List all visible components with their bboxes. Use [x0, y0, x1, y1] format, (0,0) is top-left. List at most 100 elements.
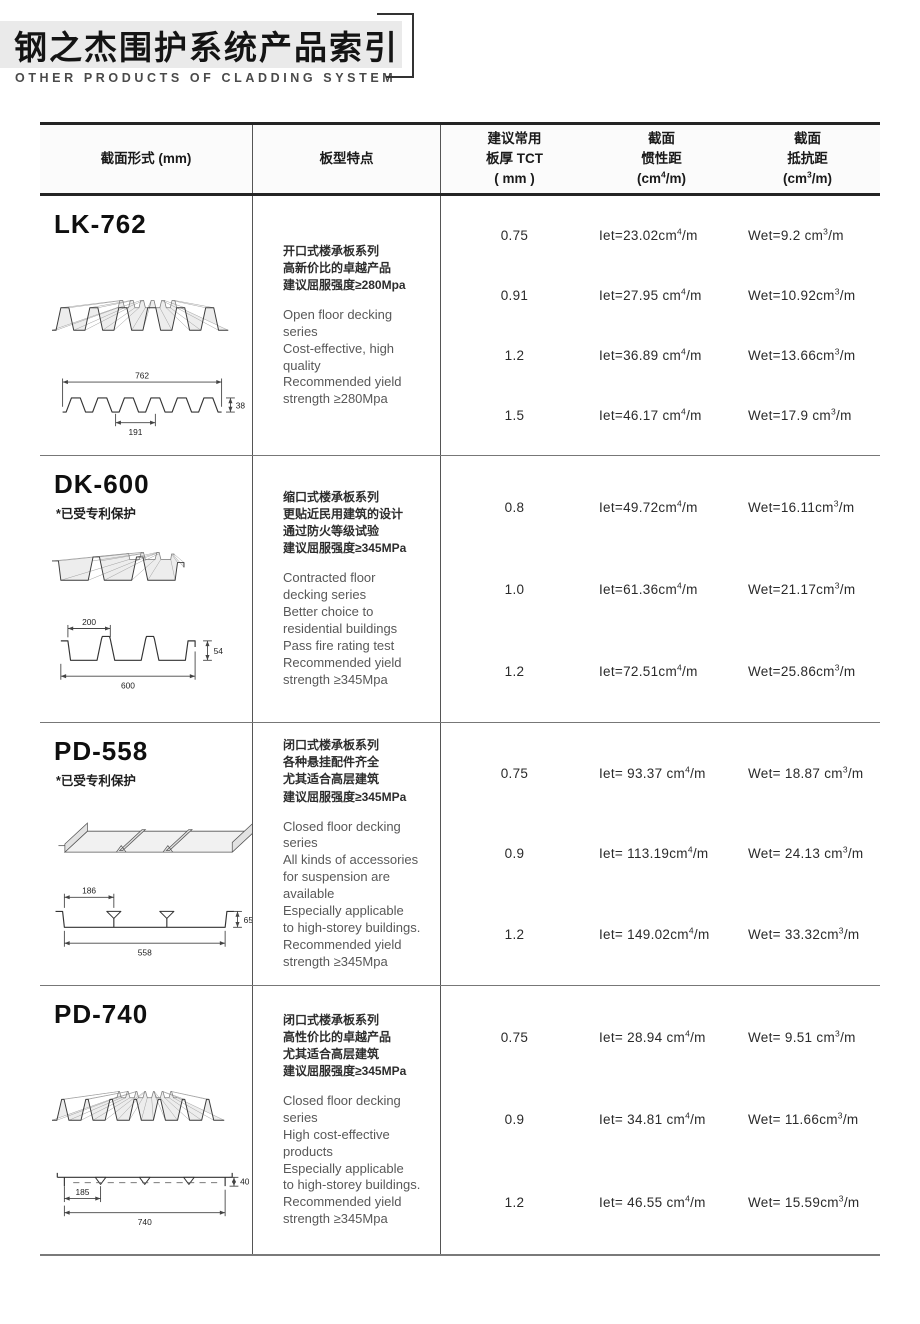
dim-label: 600 — [121, 681, 135, 691]
product-features-cell: 闭口式楼承板系列 高性价比的卓越产品 尤其适合高层建筑 建议屈服强度≥345MP… — [253, 986, 441, 1254]
product-profile-cell: DK-600 *已受专利保护 200 54 600 — [40, 456, 253, 722]
resistance-value: Wet= 24.13 cm3/m — [748, 844, 864, 862]
unit-pre: (cm — [783, 171, 808, 187]
thickness-value: 1.2 — [504, 927, 525, 943]
product-spec-rows: 0.75 Iet= 93.37 cm4/m Wet= 18.87 cm3/m 0.9 I… — [441, 723, 880, 985]
resistance-value: Wet= 33.32cm3/m — [748, 925, 860, 943]
spec-row: 1.2 Iet=36.89 cm4/m Wet=13.66cm3/m — [441, 347, 880, 363]
product-features-cell: 开口式楼承板系列 高新价比的卓越产品 建议屈服强度≥280Mpa Open fl… — [253, 196, 441, 455]
inertia-value: Iet=27.95 cm4/m — [599, 286, 702, 304]
dim-label: 558 — [138, 948, 152, 958]
profile-3d-view — [58, 822, 252, 853]
section-dimension-drawing: 762 38 191 — [62, 371, 246, 437]
col-header-inertia-l1: 截面 — [648, 130, 675, 146]
unit-exp: 3 — [807, 169, 812, 180]
product-name: DK-600 — [54, 469, 150, 499]
bracket-decoration — [377, 13, 414, 78]
product-row-pd-740: PD-740 40 185 740 闭口式楼承板系列 高性价比的卓越产品 尤其适合高… — [40, 986, 880, 1254]
inertia-value: Iet= 93.37 cm4/m — [599, 764, 706, 781]
dim-label: 740 — [138, 1217, 152, 1227]
thickness-value: 0.75 — [500, 1029, 529, 1045]
resistance-value: Wet= 11.66cm3/m — [748, 1110, 859, 1128]
product-name: PD-740 — [54, 999, 149, 1029]
dim-label: 191 — [128, 427, 142, 437]
inertia-value: Iet=46.17 cm4/m — [599, 406, 702, 423]
table-header-row: 截面形式 (mm) 板型特点 建议常用 板厚 TCT ( mm ) 截面 惯性距… — [40, 125, 880, 196]
dim-label: 186 — [82, 886, 96, 896]
spec-row: 1.2 Iet= 149.02cm4/m Wet= 33.32cm3/m — [441, 925, 880, 943]
product-row-dk-600: DK-600 *已受专利保护 200 54 600 缩口式楼承板系列 更贴近民用建筑… — [40, 456, 880, 723]
spec-row: 0.75 Iet=23.02cm4/m Wet=9.2 cm3/m — [441, 228, 880, 244]
spec-row: 0.9 Iet= 34.81 cm4/m Wet= 11.66cm3/m — [441, 1110, 880, 1128]
page-title: 钢之杰围护系统产品索引 — [14, 28, 399, 66]
resistance-value: Wet=10.92cm3/m — [748, 286, 856, 304]
unit-post: /m) — [811, 171, 832, 187]
features-english: Closed floor decking series High cost-ef… — [283, 1093, 421, 1227]
inertia-value: Iet= 28.94 cm4/m — [599, 1028, 706, 1045]
spec-row: 1.2 Iet= 46.55 cm4/m Wet= 15.59cm3/m — [441, 1193, 880, 1211]
features-chinese: 闭口式楼承板系列 各种悬挂配件齐全 尤其适合高层建筑 建议屈服强度≥345MPa — [283, 738, 407, 804]
product-table: 截面形式 (mm) 板型特点 建议常用 板厚 TCT ( mm ) 截面 惯性距… — [40, 122, 880, 1256]
col-header-resist-l1: 截面 — [794, 130, 821, 146]
unit-post: /m) — [665, 171, 686, 187]
section-dimension-drawing: 200 54 600 — [60, 617, 224, 691]
resistance-value: Wet= 9.51 cm3/m — [748, 1028, 856, 1045]
title-band: 钢之杰围护系统产品索引 — [0, 21, 402, 68]
resistance-value: Wet=17.9 cm3/m — [748, 406, 852, 423]
thickness-value: 0.91 — [500, 288, 529, 304]
col-header-section: 截面形式 (mm) — [40, 125, 253, 193]
col-header-resist-l2: 抵抗距 — [787, 150, 828, 166]
product-profile-cell: PD-740 40 185 740 — [40, 986, 253, 1254]
col-header-thickness: 建议常用 板厚 TCT ( mm ) — [441, 125, 588, 193]
product-spec-rows: 0.8 Iet=49.72cm4/m Wet=16.11cm3/m 1.0 Iet=61… — [441, 456, 880, 722]
spec-row: 1.0 Iet=61.36cm4/m Wet=21.17cm3/m — [441, 580, 880, 597]
inertia-value: Iet= 46.55 cm4/m — [599, 1193, 706, 1211]
dim-label: 762 — [135, 371, 149, 381]
profile-3d-view — [52, 551, 185, 581]
thickness-value: 1.0 — [504, 581, 525, 597]
features-chinese: 开口式楼承板系列 高新价比的卓越产品 建议屈服强度≥280Mpa — [283, 243, 406, 292]
product-row-pd-558: PD-558 *已受专利保护 186 65 558 闭口式楼承板系列 各种悬挂配件齐… — [40, 723, 880, 986]
col-header-resist-unit: (cm3/m) — [783, 169, 832, 189]
inertia-value: Iet=72.51cm4/m — [599, 662, 698, 679]
spec-row: 0.91 Iet=27.95 cm4/m Wet=10.92cm3/m — [441, 286, 880, 304]
features-english: Closed floor decking series All kinds of… — [283, 818, 421, 969]
resistance-value: Wet=16.11cm3/m — [748, 498, 855, 515]
patent-note — [56, 1033, 252, 1048]
features-english: Contracted floor decking series Better c… — [283, 570, 402, 687]
resistance-value: Wet=25.86cm3/m — [748, 662, 856, 679]
resistance-value: Wet= 15.59cm3/m — [748, 1193, 860, 1211]
col-header-inertia-unit: (cm4/m) — [637, 169, 686, 189]
inertia-value: Iet= 113.19cm4/m — [599, 844, 709, 862]
thickness-value: 1.2 — [504, 347, 525, 363]
col-header-inertia-l2: 惯性距 — [641, 150, 682, 166]
spec-row: 1.5 Iet=46.17 cm4/m Wet=17.9 cm3/m — [441, 406, 880, 423]
spec-row: 1.2 Iet=72.51cm4/m Wet=25.86cm3/m — [441, 662, 880, 679]
patent-note: *已受专利保护 — [56, 774, 136, 788]
thickness-value: 1.2 — [504, 663, 525, 679]
dim-label: 200 — [82, 617, 96, 627]
dim-label: 40 — [240, 1176, 250, 1186]
thickness-value: 0.75 — [500, 765, 529, 781]
features-english: Open floor decking series Cost-effective… — [283, 306, 402, 407]
features-chinese: 缩口式楼承板系列 更贴近民用建筑的设计 通过防火等级试验 建议屈服强度≥345M… — [283, 490, 407, 556]
col-header-inertia: 截面 惯性距 (cm4/m) — [588, 125, 735, 193]
product-features-cell: 缩口式楼承板系列 更贴近民用建筑的设计 通过防火等级试验 建议屈服强度≥345M… — [253, 456, 441, 722]
patent-note — [56, 243, 252, 258]
section-dimension-drawing: 40 185 740 — [56, 1172, 250, 1227]
dim-label: 38 — [236, 401, 246, 411]
resistance-value: Wet= 18.87 cm3/m — [748, 764, 864, 781]
col-header-resistance: 截面 抵抗距 (cm3/m) — [735, 125, 880, 193]
thickness-value: 1.5 — [504, 407, 525, 423]
product-features-cell: 闭口式楼承板系列 各种悬挂配件齐全 尤其适合高层建筑 建议屈服强度≥345MPa… — [253, 723, 441, 985]
dim-label: 54 — [214, 646, 224, 656]
thickness-value: 0.9 — [504, 846, 525, 862]
product-profile-cell: LK-762 762 38 191 — [40, 196, 253, 455]
unit-pre: (cm — [637, 171, 662, 187]
col-header-thickness-text: 建议常用 板厚 TCT ( mm ) — [486, 130, 543, 187]
resistance-value: Wet=21.17cm3/m — [748, 580, 856, 597]
unit-exp: 4 — [661, 169, 666, 180]
patent-note: *已受专利保护 — [56, 507, 136, 521]
thickness-value: 0.9 — [504, 1112, 525, 1128]
